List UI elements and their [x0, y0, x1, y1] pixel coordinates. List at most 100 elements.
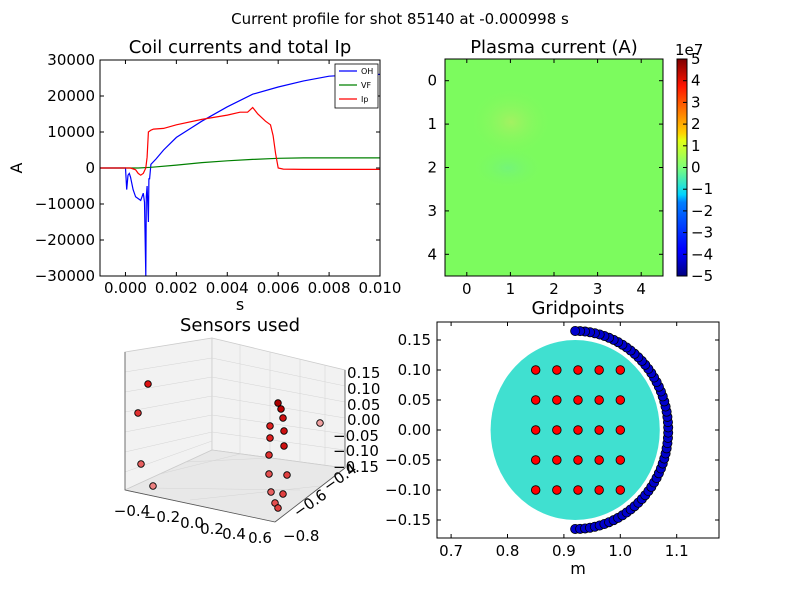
heatmap-x-tick-label: 0: [462, 280, 472, 298]
sensor-point: [316, 419, 324, 427]
gridpoints-y-tick-label: 0.00: [398, 421, 431, 439]
sensors-used-title: Sensors used: [180, 315, 300, 336]
sensor-point: [274, 399, 282, 407]
coil-currents-ylabel: A: [7, 162, 26, 173]
sensor-point: [283, 471, 291, 479]
colorbar-tick-label: −5: [691, 267, 713, 285]
grid-point: [552, 425, 562, 435]
sensor-markers: [134, 380, 324, 512]
sensors-used-3d-chart: Sensors used: [114, 315, 381, 547]
figure-suptitle: Current profile for shot 85140 at -0.000…: [231, 10, 569, 28]
sensor-point: [279, 414, 287, 422]
colorbar-multiplier: 1e7: [675, 41, 703, 59]
y-tick-label: −10000: [35, 195, 95, 213]
gridpoints-y-tick-label: −0.10: [385, 481, 431, 499]
gridpoints-xlabel: m: [570, 559, 586, 578]
sensor-point: [149, 482, 157, 490]
grid-point: [552, 485, 562, 495]
plasma-current-heatmap: Plasma current (A): [427, 37, 713, 298]
grid-point: [594, 395, 604, 405]
grid-point: [594, 455, 604, 465]
axis-3d-x: [124, 489, 276, 523]
coil-currents-title: Coil currents and total Ip: [129, 37, 352, 58]
grid-point: [552, 395, 562, 405]
gridpoints-x-tick-label: 0.9: [552, 542, 576, 560]
colorbar-tick-label: 4: [691, 72, 701, 90]
heatmap-y-tick-label: 0: [427, 72, 437, 90]
heatmap-blob-positive: [469, 87, 553, 157]
sensor-point: [265, 451, 273, 459]
grid-point: [531, 485, 541, 495]
legend-label-ip: Ip: [361, 95, 368, 104]
gridpoints-y-tick-label: −0.15: [385, 511, 431, 529]
colorbar-tick-label: −2: [691, 202, 713, 220]
z3d-tick-label: −0.05: [333, 427, 379, 445]
x3d-tick-label: −0.2: [144, 508, 180, 526]
sensor-point: [279, 490, 287, 498]
y3d-tick-label: −0.8: [283, 527, 319, 545]
gridpoints-y-tick-label: −0.05: [385, 451, 431, 469]
x3d-tick-label: 0.4: [222, 525, 246, 543]
grid-point: [573, 425, 583, 435]
sensor-point: [274, 504, 282, 512]
sensor-point: [144, 380, 152, 388]
coil-currents-xlabel: s: [236, 295, 244, 314]
sensor-point: [266, 434, 274, 442]
sensor-point: [280, 427, 288, 435]
grid-point: [552, 365, 562, 375]
heatmap-y-tick-label: 1: [427, 115, 437, 133]
grid-point: [594, 365, 604, 375]
colorbar-tick-label: −3: [691, 224, 713, 242]
coil-currents-chart: Coil currents and total Ip A s 0.000 0.00…: [7, 37, 401, 314]
grid-point: [573, 485, 583, 495]
colorbar-tick-label: 3: [691, 93, 701, 111]
colorbar-tick-label: 0: [691, 159, 701, 177]
colorbar-tick-label: 5: [691, 50, 701, 68]
z3d-tick-label: 0.05: [347, 396, 380, 414]
y-tick-label: 30000: [47, 51, 95, 69]
sensor-point: [137, 460, 145, 468]
grid-point: [573, 365, 583, 375]
y-tick-label: −30000: [35, 267, 95, 285]
y-tick-label: 20000: [47, 87, 95, 105]
grid-point: [615, 365, 626, 375]
grid-point: [615, 395, 626, 405]
grid-point: [573, 455, 583, 465]
colorbar-tick-label: −4: [691, 245, 713, 263]
gridpoints-title: Gridpoints: [531, 298, 624, 319]
z3d-tick-label: 0.10: [347, 380, 380, 398]
grid-point: [615, 425, 626, 435]
coil-currents-legend: OH VF Ip: [334, 63, 379, 109]
sensor-point: [265, 470, 273, 478]
gridpoints-y-tick-label: 0.15: [398, 331, 431, 349]
heatmap-y-tick-label: 3: [427, 202, 437, 220]
gridpoints-y-tick-label: 0.10: [398, 361, 431, 379]
sensor-point: [266, 422, 274, 430]
heatmap-x-tick-label: 2: [549, 280, 559, 298]
sensor-point: [277, 405, 285, 413]
y-tick-label: 0: [85, 159, 95, 177]
z3d-tick-label: −0.15: [333, 458, 379, 476]
colorbar-tick-label: −1: [691, 180, 713, 198]
gridpoints-frame: [436, 321, 720, 539]
series-line-oh: [100, 73, 381, 277]
z3d-tick-label: 0.00: [347, 411, 380, 429]
gridpoints-y-tick-label: 0.05: [398, 391, 431, 409]
x-tick-label: 0.008: [308, 279, 351, 297]
grid-point: [573, 395, 583, 405]
colorbar: 1e7 5 4 3 2 1 0 −1 −2 −3 −4 −5: [675, 41, 713, 285]
x-tick-label: 0.000: [104, 279, 147, 297]
x3d-tick-label: 0.6: [248, 529, 272, 547]
grid-point: [594, 485, 604, 495]
heatmap-frame: [444, 58, 664, 277]
x3d-tick-label: 0.0: [180, 514, 204, 532]
x-tick-label: 0.010: [359, 279, 402, 297]
legend-label-oh: OH: [361, 67, 373, 76]
heatmap-x-tick-label: 3: [593, 280, 603, 298]
sensor-point: [134, 409, 142, 417]
grid-point: [531, 425, 541, 435]
grid-point: [531, 455, 541, 465]
x-tick-label: 0.004: [206, 279, 249, 297]
coil-currents-frame: [99, 59, 381, 277]
series-line-vf: [100, 157, 380, 169]
